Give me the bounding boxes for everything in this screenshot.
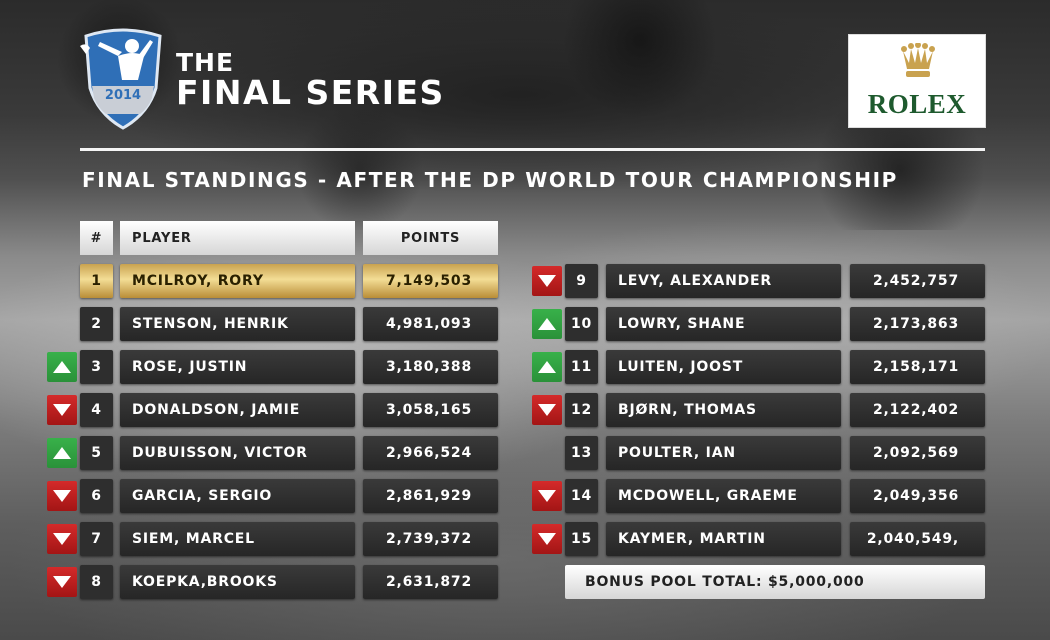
header-player: PLAYER — [120, 221, 355, 255]
header-points: POINTS — [363, 221, 498, 255]
points-cell: 2,739,372 — [363, 522, 498, 556]
title-big: FINAL SERIES — [176, 73, 445, 112]
player-cell: BJØRN, THOMAS — [606, 393, 841, 427]
header-divider — [80, 148, 985, 151]
player-cell: MCILROY, RORY — [120, 264, 355, 298]
rank-cell: 11 — [565, 350, 598, 384]
points-cell: 2,173,863 — [850, 307, 985, 341]
points-cell: 2,122,402 — [850, 393, 985, 427]
rank-cell: 1 — [80, 264, 113, 298]
standings-subtitle: FINAL STANDINGS - AFTER THE DP WORLD TOU… — [82, 168, 898, 192]
bonus-pool-total: BONUS POOL TOTAL: $5,000,000 — [565, 565, 985, 599]
rank-cell: 7 — [80, 522, 113, 556]
rank-cell: 9 — [565, 264, 598, 298]
rank-cell: 15 — [565, 522, 598, 556]
rank-cell: 4 — [80, 393, 113, 427]
rolex-wordmark: ROLEX — [867, 89, 967, 119]
player-cell: MCDOWELL, GRAEME — [606, 479, 841, 513]
move-down-icon — [47, 567, 77, 597]
rank-cell: 6 — [80, 479, 113, 513]
move-down-icon — [532, 524, 562, 554]
rank-cell: 8 — [80, 565, 113, 599]
rank-cell: 5 — [80, 436, 113, 470]
rolex-sponsor-logo: ROLEX — [848, 34, 986, 128]
final-series-logo: 2014 — [78, 26, 168, 130]
points-cell: 7,149,503 — [363, 264, 498, 298]
points-cell: 3,058,165 — [363, 393, 498, 427]
rank-cell: 12 — [565, 393, 598, 427]
rank-cell: 13 — [565, 436, 598, 470]
header-rank: # — [80, 221, 113, 255]
player-cell: KAYMER, MARTIN — [606, 522, 841, 556]
move-down-icon — [47, 524, 77, 554]
move-down-icon — [532, 266, 562, 296]
move-down-icon — [47, 481, 77, 511]
rank-cell: 14 — [565, 479, 598, 513]
points-cell: 2,966,524 — [363, 436, 498, 470]
player-cell: LUITEN, JOOST — [606, 350, 841, 384]
rank-cell: 3 — [80, 350, 113, 384]
player-cell: POULTER, IAN — [606, 436, 841, 470]
move-up-icon — [532, 352, 562, 382]
rank-cell: 2 — [80, 307, 113, 341]
points-cell: 2,049,356 — [850, 479, 985, 513]
logo-year: 2014 — [104, 88, 142, 103]
points-cell: 2,092,569 — [850, 436, 985, 470]
move-down-icon — [532, 481, 562, 511]
crown-icon — [901, 43, 935, 77]
points-cell: 2,158,171 — [850, 350, 985, 384]
points-cell: 2,631,872 — [363, 565, 498, 599]
points-cell: 4,981,093 — [363, 307, 498, 341]
player-cell: ROSE, JUSTIN — [120, 350, 355, 384]
player-cell: GARCIA, SERGIO — [120, 479, 355, 513]
move-down-icon — [47, 395, 77, 425]
player-cell: SIEM, MARCEL — [120, 522, 355, 556]
points-cell: 2,040,549, — [850, 522, 985, 556]
points-cell: 2,452,757 — [850, 264, 985, 298]
player-cell: KOEPKA,BROOKS — [120, 565, 355, 599]
points-cell: 3,180,388 — [363, 350, 498, 384]
player-cell: LEVY, ALEXANDER — [606, 264, 841, 298]
golfer-shield-icon — [80, 28, 162, 130]
points-cell: 2,861,929 — [363, 479, 498, 513]
move-up-icon — [47, 352, 77, 382]
move-down-icon — [532, 395, 562, 425]
move-up-icon — [47, 438, 77, 468]
player-cell: LOWRY, SHANE — [606, 307, 841, 341]
title-small: THE — [176, 48, 235, 77]
rank-cell: 10 — [565, 307, 598, 341]
player-cell: DONALDSON, JAMIE — [120, 393, 355, 427]
player-cell: DUBUISSON, VICTOR — [120, 436, 355, 470]
player-cell: STENSON, HENRIK — [120, 307, 355, 341]
move-up-icon — [532, 309, 562, 339]
